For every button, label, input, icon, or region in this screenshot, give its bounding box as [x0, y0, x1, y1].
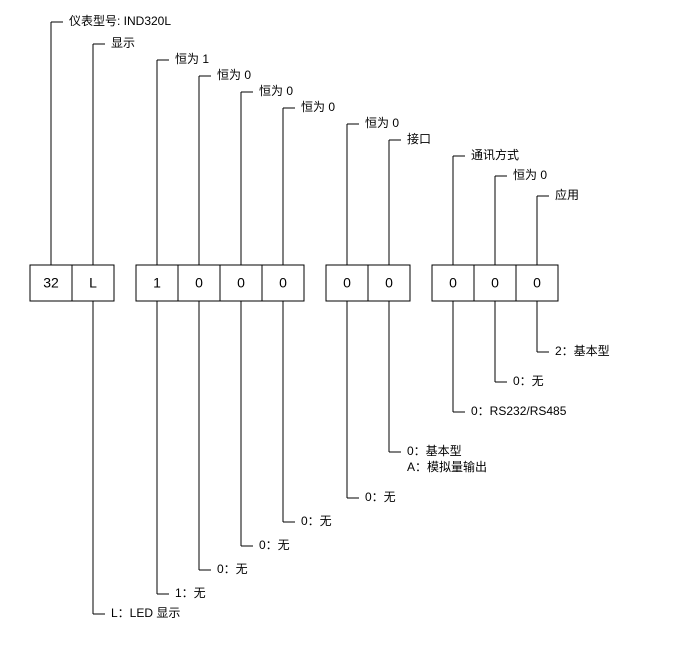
top-label-3: 恒为 0	[217, 68, 251, 82]
top-label-1: 显示	[111, 36, 135, 50]
top-label-5: 恒为 0	[301, 100, 335, 114]
top-label-0: 仪表型号: IND320L	[69, 14, 171, 28]
code-cell-value-8: 0	[449, 275, 457, 291]
code-cell-value-6: 0	[343, 275, 351, 291]
top-label-9: 恒为 0	[513, 168, 547, 182]
code-cell-value-9: 0	[491, 275, 499, 291]
top-label-4: 恒为 0	[259, 84, 293, 98]
top-label-2: 恒为 1	[175, 52, 209, 66]
bot-label-9: L：LED 显示	[111, 606, 180, 620]
bot-label-5: 0：无	[301, 514, 332, 528]
bot-label-1: 0：无	[513, 374, 544, 388]
top-label-10: 应用	[555, 187, 579, 202]
code-cell-value-7: 0	[385, 275, 393, 291]
bot-label-4: 0：无	[365, 490, 396, 504]
code-cell-value-5: 0	[279, 275, 287, 291]
top-label-6: 恒为 0	[365, 116, 399, 130]
bot-label-8: 1：无	[175, 586, 206, 600]
model-code-diagram: 32 L 1 0 0 0 0 0 0 0 0 仪表型号: IND320L 显示恒为 1 恒为 0 恒为 0 恒…	[0, 0, 689, 646]
code-cell-value-1: L	[89, 275, 97, 291]
bot-label-2: 0：RS232/RS485	[471, 404, 567, 418]
top-label-7: 接口	[407, 131, 431, 146]
code-cell-value-3: 0	[195, 275, 203, 291]
code-cell-value-2: 1	[153, 275, 161, 291]
bot-label-6: 0：无	[259, 538, 290, 552]
top-label-8: 通讯方式	[471, 147, 519, 162]
code-cell-value-0: 32	[43, 275, 59, 291]
code-cell-value-10: 0	[533, 275, 541, 291]
bot-label-3: 0：基本型A：模拟量输出	[407, 444, 487, 474]
bot-label-0: 2：基本型	[555, 344, 610, 358]
code-cell-value-4: 0	[237, 275, 245, 291]
bot-label-7: 0：无	[217, 562, 248, 576]
